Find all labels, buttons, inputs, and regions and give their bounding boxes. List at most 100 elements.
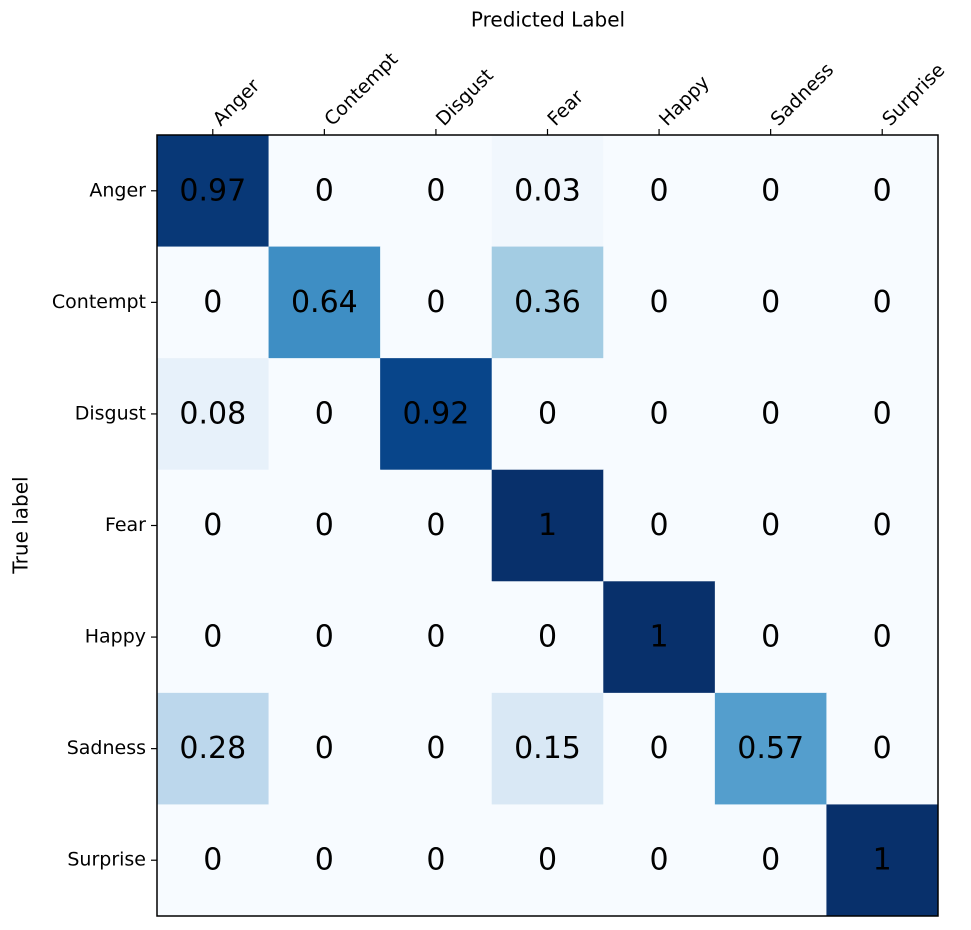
heatmap-cell [491,469,604,582]
heatmap-cell [380,804,493,917]
cell-label: 0 [426,843,445,878]
y-tick-label: Happy [85,626,146,648]
cell-label: 0.64 [291,285,358,320]
heatmap-cell [380,469,493,582]
cell-label: 0 [538,843,557,878]
heatmap-cell [380,246,493,359]
cell-label: 0 [873,285,892,320]
heatmap-cell [826,581,939,694]
x-tick-label: Surprise [878,59,949,130]
y-tick-label: Sadness [67,737,146,759]
heatmap-cell [603,358,716,471]
cell-label: 0 [426,173,445,208]
heatmap-cell [714,358,827,471]
heatmap-cell [491,358,604,471]
heatmap-cell [157,469,270,582]
heatmap-cell [714,581,827,694]
heatmap-cell [491,135,604,248]
heatmap-cell [157,581,270,694]
x-tick-label: Happy [655,72,714,131]
heatmap-cell [380,692,493,805]
cell-label: 0 [873,620,892,655]
cell-label: 1 [538,508,557,543]
heatmap-cell [714,804,827,917]
heatmap-cell [714,469,827,582]
cell-label: 0 [426,731,445,766]
heatmap-cell [157,692,270,805]
heatmap-cell [157,135,270,248]
heatmap-cell [826,804,939,917]
heatmap-cell [714,246,827,359]
heatmap-cell [268,246,381,359]
heatmap-cell [157,804,270,917]
heatmap-cell [603,692,716,805]
cell-label: 0 [873,508,892,543]
cell-label: 0 [203,620,222,655]
heatmap-cell [157,246,270,359]
cell-label: 0 [315,620,334,655]
heatmap-cell [826,135,939,248]
y-tick-label: Anger [89,179,146,201]
y-axis-title: True label [9,476,33,574]
heatmap-cell [714,692,827,805]
x-axis-title: Predicted Label [471,8,625,32]
heatmap-cell [268,692,381,805]
cell-label: 0 [873,731,892,766]
heatmap-cell [826,469,939,582]
heatmap-cell [491,692,604,805]
cell-label: 0.08 [179,396,246,431]
cell-label: 0 [650,396,669,431]
cell-label: 0.15 [514,731,581,766]
cell-label: 0.57 [737,731,804,766]
cell-label: 0 [761,173,780,208]
cell-label: 0 [426,285,445,320]
heatmap-cell [603,581,716,694]
cell-label: 0 [650,843,669,878]
heatmap-cell [491,581,604,694]
cell-label: 0 [315,508,334,543]
cell-label: 0 [650,173,669,208]
heatmap-cell [491,804,604,917]
cell-label: 0 [315,396,334,431]
heatmap-cell [268,469,381,582]
heatmap-cell [603,135,716,248]
y-tick-label: Disgust [75,402,146,424]
cell-label: 0 [650,731,669,766]
heatmap-cell [380,135,493,248]
heatmap-cell [268,135,381,248]
cell-label: 0 [761,285,780,320]
cell-label: 0 [426,508,445,543]
cell-label: 0 [203,508,222,543]
cell-label: 1 [873,843,892,878]
cell-label: 0.03 [514,173,581,208]
cell-label: 0 [203,843,222,878]
heatmap-cell [714,135,827,248]
heatmap-cell [603,246,716,359]
heatmap-cell [826,246,939,359]
cell-label: 0 [538,620,557,655]
cell-label: 0.92 [403,396,470,431]
heatmap-cell [380,358,493,471]
cell-label: 0 [761,620,780,655]
cell-label: 1 [650,620,669,655]
heatmap-cell [268,804,381,917]
heatmap-cell [268,358,381,471]
heatmap-cell [826,358,939,471]
x-tick-label: Disgust [432,64,498,130]
heatmap-cell [380,581,493,694]
cell-label: 0 [761,508,780,543]
cell-label: 0 [650,285,669,320]
x-tick-label: Fear [543,86,588,131]
heatmap-cell [157,358,270,471]
y-tick-label: Fear [105,514,146,536]
cell-label: 0 [426,620,445,655]
cell-label: 0 [873,173,892,208]
cell-label: 0 [315,173,334,208]
heatmap-cell [603,804,716,917]
cell-label: 0 [761,396,780,431]
cell-label: 0 [650,508,669,543]
heatmap-cell [603,469,716,582]
cell-label: 0 [538,396,557,431]
cell-label: 0 [315,731,334,766]
